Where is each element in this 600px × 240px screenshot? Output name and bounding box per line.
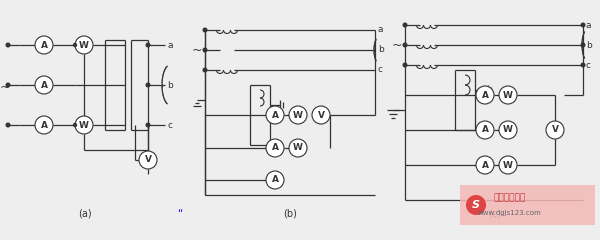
- Text: A: A: [271, 110, 278, 120]
- Circle shape: [476, 156, 494, 174]
- FancyBboxPatch shape: [460, 185, 595, 225]
- Circle shape: [266, 139, 284, 157]
- Circle shape: [403, 43, 407, 47]
- Text: ~: ~: [392, 38, 402, 52]
- Text: (b): (b): [283, 208, 297, 218]
- Text: V: V: [551, 126, 559, 134]
- Circle shape: [35, 36, 53, 54]
- Text: W: W: [79, 120, 89, 130]
- Text: W: W: [293, 110, 303, 120]
- Circle shape: [146, 123, 150, 127]
- Circle shape: [35, 76, 53, 94]
- Text: a: a: [586, 20, 592, 30]
- Text: A: A: [41, 120, 47, 130]
- Circle shape: [466, 195, 486, 215]
- Text: W: W: [503, 90, 513, 100]
- Text: A: A: [482, 126, 488, 134]
- Text: S: S: [472, 200, 480, 210]
- Text: a: a: [167, 41, 173, 49]
- Circle shape: [581, 63, 585, 67]
- Circle shape: [146, 43, 150, 47]
- Text: www.dgjs123.com: www.dgjs123.com: [478, 210, 542, 216]
- Circle shape: [35, 116, 53, 134]
- Circle shape: [546, 121, 564, 139]
- Text: A: A: [41, 80, 47, 90]
- Circle shape: [266, 106, 284, 124]
- Text: V: V: [145, 156, 151, 164]
- Circle shape: [74, 43, 77, 47]
- Circle shape: [476, 121, 494, 139]
- Circle shape: [266, 171, 284, 189]
- Text: a: a: [378, 25, 383, 35]
- Text: (a): (a): [78, 208, 92, 218]
- Text: W: W: [503, 126, 513, 134]
- Text: W: W: [79, 41, 89, 49]
- Text: “: “: [178, 208, 182, 218]
- Circle shape: [203, 68, 207, 72]
- Text: ~: ~: [0, 80, 10, 94]
- Text: (c): (c): [488, 208, 502, 218]
- Circle shape: [499, 86, 517, 104]
- Text: b: b: [586, 41, 592, 49]
- Circle shape: [75, 36, 93, 54]
- Circle shape: [6, 43, 10, 47]
- Circle shape: [139, 151, 157, 169]
- Circle shape: [6, 123, 10, 127]
- Text: c: c: [167, 120, 172, 130]
- Circle shape: [403, 63, 407, 67]
- Text: c: c: [378, 66, 383, 74]
- Circle shape: [289, 106, 307, 124]
- Circle shape: [75, 116, 93, 134]
- Circle shape: [581, 43, 585, 47]
- Circle shape: [499, 156, 517, 174]
- Circle shape: [289, 139, 307, 157]
- Text: A: A: [271, 175, 278, 185]
- Text: A: A: [482, 90, 488, 100]
- Circle shape: [203, 28, 207, 32]
- Text: A: A: [41, 41, 47, 49]
- Text: b: b: [378, 46, 384, 54]
- Text: ~: ~: [192, 43, 202, 56]
- Circle shape: [74, 124, 77, 126]
- Text: c: c: [586, 60, 591, 70]
- Circle shape: [581, 23, 585, 27]
- Circle shape: [403, 23, 407, 27]
- Circle shape: [476, 86, 494, 104]
- Text: W: W: [293, 144, 303, 152]
- Text: A: A: [271, 144, 278, 152]
- Circle shape: [312, 106, 330, 124]
- Text: W: W: [503, 161, 513, 169]
- Circle shape: [499, 121, 517, 139]
- Text: 电工技术之家: 电工技术之家: [494, 193, 526, 203]
- Text: V: V: [317, 110, 325, 120]
- Circle shape: [6, 83, 10, 87]
- Circle shape: [203, 48, 207, 52]
- Text: A: A: [482, 161, 488, 169]
- Text: b: b: [167, 80, 173, 90]
- Circle shape: [146, 83, 150, 87]
